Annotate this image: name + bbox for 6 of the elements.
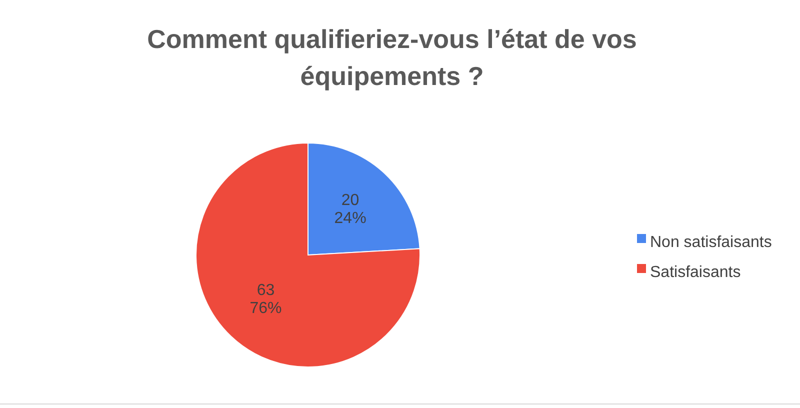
legend-label: Satisfaisants	[650, 264, 741, 282]
data-label: 20 24%	[334, 192, 366, 228]
chart-title: Comment qualifieriez-vous l’état de vos équipements ?	[147, 24, 637, 91]
legend-label: Non satisfaisants	[650, 234, 772, 252]
data-label: 63 76%	[250, 282, 282, 318]
pie-slice	[196, 142, 420, 368]
